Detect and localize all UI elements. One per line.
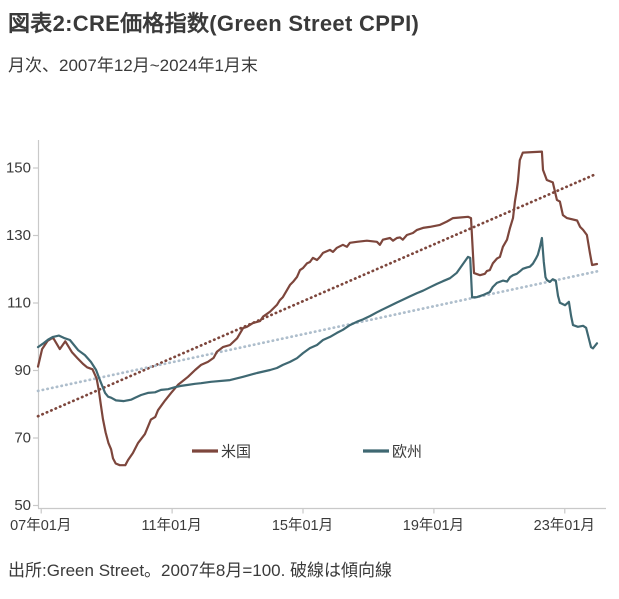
cre-price-index-line-chart: 50 70 90 110 130 150 07年01月 11年01月 15年01月 19年01月 2… <box>6 140 606 534</box>
y-tick-label: 150 <box>6 160 31 177</box>
series-line-europe <box>36 236 599 403</box>
x-tick-label: 23年01月 <box>534 517 595 534</box>
y-tick-label: 50 <box>14 497 31 514</box>
trend-line-europe-trend <box>36 270 599 393</box>
x-tick-label: 19年01月 <box>403 517 464 534</box>
x-tick-label: 11年01月 <box>142 517 202 534</box>
trend-line-us-trend <box>36 172 599 418</box>
page-title: 図表2:CRE価格指数(Green Street CPPI) <box>8 11 420 36</box>
chart-subtitle: 月次、2007年12月~2024年1月末 <box>8 56 258 75</box>
y-tick-label: 90 <box>14 362 31 379</box>
x-tick-label: 15年01月 <box>272 517 333 534</box>
y-tick-label: 110 <box>7 295 31 312</box>
source-note: 出所:Green Street。2007年8月=100. 破線は傾向線 <box>8 561 393 580</box>
legend-label-europe: 欧州 <box>392 444 422 461</box>
y-tick-label: 130 <box>6 227 31 244</box>
legend-label-us: 米国 <box>221 444 251 461</box>
series-line-us <box>36 150 599 467</box>
x-tick-label: 07年01月 <box>10 517 71 534</box>
y-tick-label: 70 <box>14 430 31 447</box>
